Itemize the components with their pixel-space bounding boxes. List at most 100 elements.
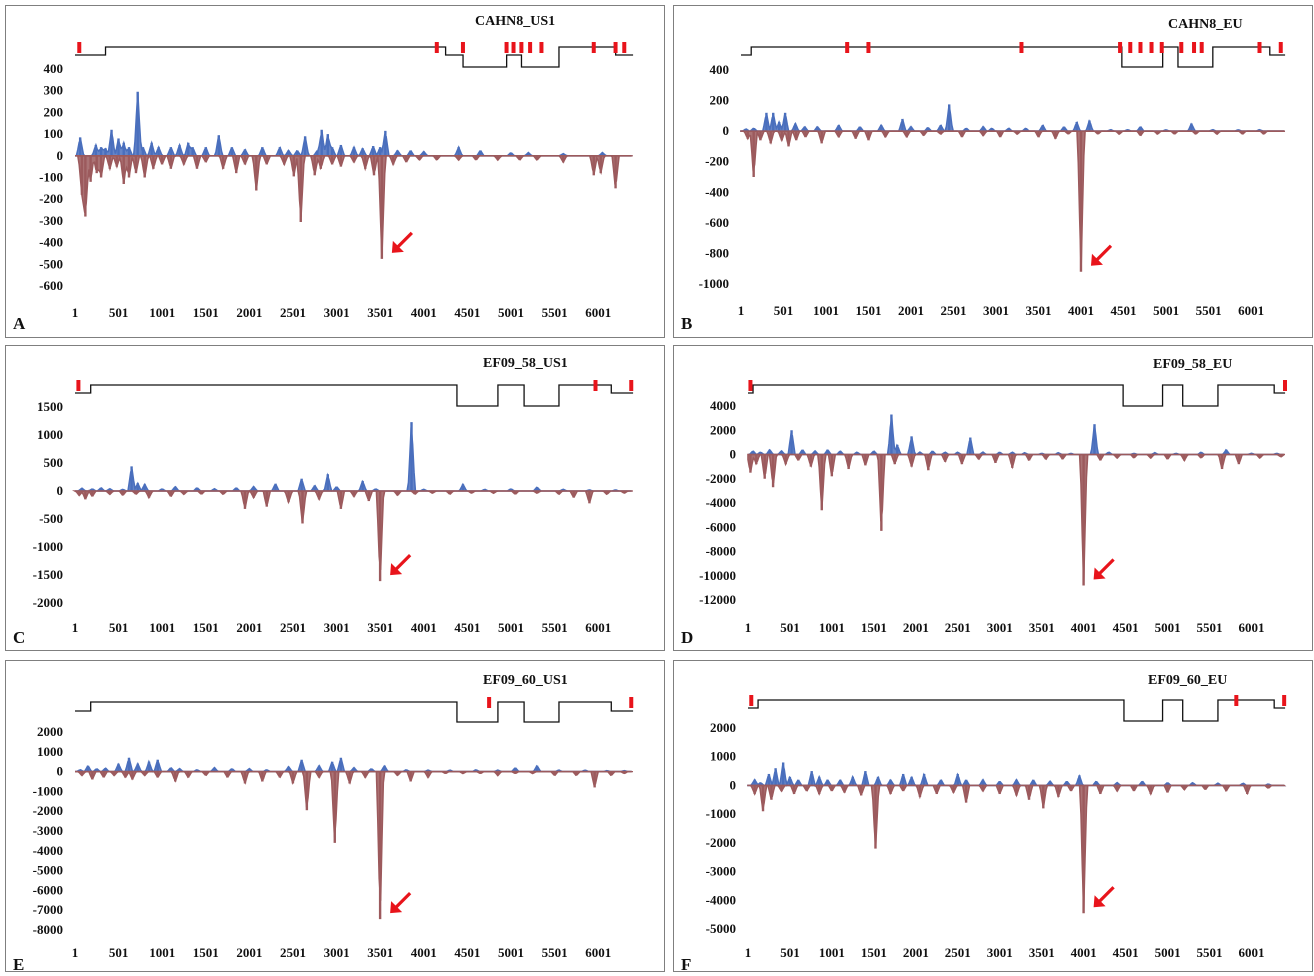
panel-letter: B [681, 314, 692, 333]
x-tick-label: 5001 [498, 620, 524, 635]
chart-title: EF09_58_US1 [483, 356, 568, 371]
structure-marker [591, 42, 596, 53]
chart-title: CAHN8_EU [1168, 17, 1243, 32]
structure-marker [434, 42, 439, 53]
y-tick-label: -2000 [33, 595, 63, 610]
structure-marker [593, 380, 598, 391]
x-tick-label: 1 [738, 303, 745, 318]
x-tick-label: 5501 [542, 305, 568, 320]
x-tick-label: 1501 [193, 305, 219, 320]
structure-marker [519, 42, 524, 53]
structure-marker [1199, 42, 1204, 53]
structure-marker [1138, 42, 1143, 53]
y-tick-label: 0 [57, 148, 64, 163]
y-tick-label: -1000 [33, 539, 63, 554]
x-tick-label: 1501 [856, 303, 882, 318]
arrow-icon [1096, 558, 1115, 577]
x-tick-label: 1001 [149, 305, 175, 320]
structure-marker [539, 42, 544, 53]
x-tick-label: 4001 [411, 620, 437, 635]
x-tick-label: 3501 [367, 620, 393, 635]
x-tick-label: 4001 [411, 305, 437, 320]
structure-marker [487, 697, 492, 708]
y-tick-label: -600 [39, 278, 63, 293]
x-tick-label: 5501 [542, 620, 568, 635]
y-tick-label: -4000 [706, 892, 736, 907]
structure-marker [460, 42, 465, 53]
x-tick-label: 1001 [813, 303, 839, 318]
y-tick-label: 0 [730, 447, 737, 462]
x-tick-label: 5501 [1196, 303, 1222, 318]
genome-structure-line [748, 699, 1286, 722]
y-tick-label: -4000 [33, 843, 63, 858]
structure-marker [845, 42, 850, 53]
arrow-head-icon [1093, 567, 1106, 580]
genome-structure-line [75, 701, 634, 723]
x-tick-label: 3001 [324, 945, 350, 960]
x-tick-label: 2001 [903, 620, 929, 635]
y-tick-label: 4000 [710, 398, 736, 413]
structure-marker [1019, 42, 1024, 53]
y-tick-label: 0 [57, 764, 64, 779]
x-tick-label: 3501 [1029, 945, 1055, 960]
x-tick-label: 3001 [987, 620, 1013, 635]
x-tick-label: 1501 [193, 620, 219, 635]
genome-structure-line [75, 46, 634, 68]
x-tick-label: 2501 [280, 305, 306, 320]
structure-marker [1159, 42, 1164, 53]
chart-title: EF09_58_EU [1153, 357, 1232, 372]
x-tick-label: 1501 [861, 945, 887, 960]
y-tick-label: 400 [44, 61, 64, 76]
structure-marker [1192, 42, 1197, 53]
x-tick-label: 5501 [1197, 945, 1223, 960]
structure-marker [76, 380, 81, 391]
y-tick-label: -2000 [706, 835, 736, 850]
chart-panel-c: 1500 1000 500 0 -500 -1000 -1500 -2000 1 501 1001 1… [5, 345, 665, 651]
x-tick-label: 4501 [454, 305, 480, 320]
y-tick-label: -6000 [706, 519, 736, 534]
y-tick-label: 500 [44, 455, 64, 470]
structure-marker [1118, 42, 1123, 53]
x-tick-label: 2001 [236, 305, 262, 320]
y-tick-label: -400 [705, 184, 729, 199]
x-tick-label: 6001 [1239, 620, 1265, 635]
panel-letter: D [681, 628, 693, 647]
x-tick-label: 6001 [585, 945, 611, 960]
arrow-head-icon [1093, 895, 1106, 908]
x-tick-label: 1 [72, 305, 79, 320]
y-tick-label: 1000 [37, 744, 63, 759]
x-tick-label: 5501 [1197, 620, 1223, 635]
y-tick-label: -10000 [699, 568, 736, 583]
x-tick-label: 1001 [819, 945, 845, 960]
y-tick-label: -3000 [706, 864, 736, 879]
panel-letter: A [13, 314, 26, 333]
x-tick-label: 501 [780, 945, 800, 960]
y-tick-label: 1500 [37, 399, 63, 414]
chart-b-frame [673, 5, 1313, 338]
arrow-head-icon [391, 240, 404, 253]
x-tick-label: 3501 [367, 305, 393, 320]
x-tick-label: 4001 [1071, 620, 1097, 635]
x-tick-label: 5001 [498, 305, 524, 320]
x-tick-label: 1501 [193, 945, 219, 960]
y-tick-label: 2000 [710, 720, 736, 735]
structure-marker [613, 42, 618, 53]
structure-marker [1128, 42, 1133, 53]
structure-marker [528, 42, 533, 53]
x-tick-label: 2001 [898, 303, 924, 318]
y-tick-label: 200 [44, 104, 64, 119]
x-tick-label: 1 [745, 945, 752, 960]
x-tick-label: 5501 [542, 945, 568, 960]
y-tick-label: -200 [705, 154, 729, 169]
x-tick-label: 5001 [498, 945, 524, 960]
chart-a-frame [5, 5, 665, 338]
x-tick-label: 501 [109, 305, 129, 320]
y-tick-label: -6000 [33, 882, 63, 897]
x-tick-label: 4001 [411, 945, 437, 960]
x-tick-label: 4501 [1113, 945, 1139, 960]
x-tick-label: 3001 [324, 620, 350, 635]
chart-title: EF09_60_US1 [483, 673, 568, 688]
